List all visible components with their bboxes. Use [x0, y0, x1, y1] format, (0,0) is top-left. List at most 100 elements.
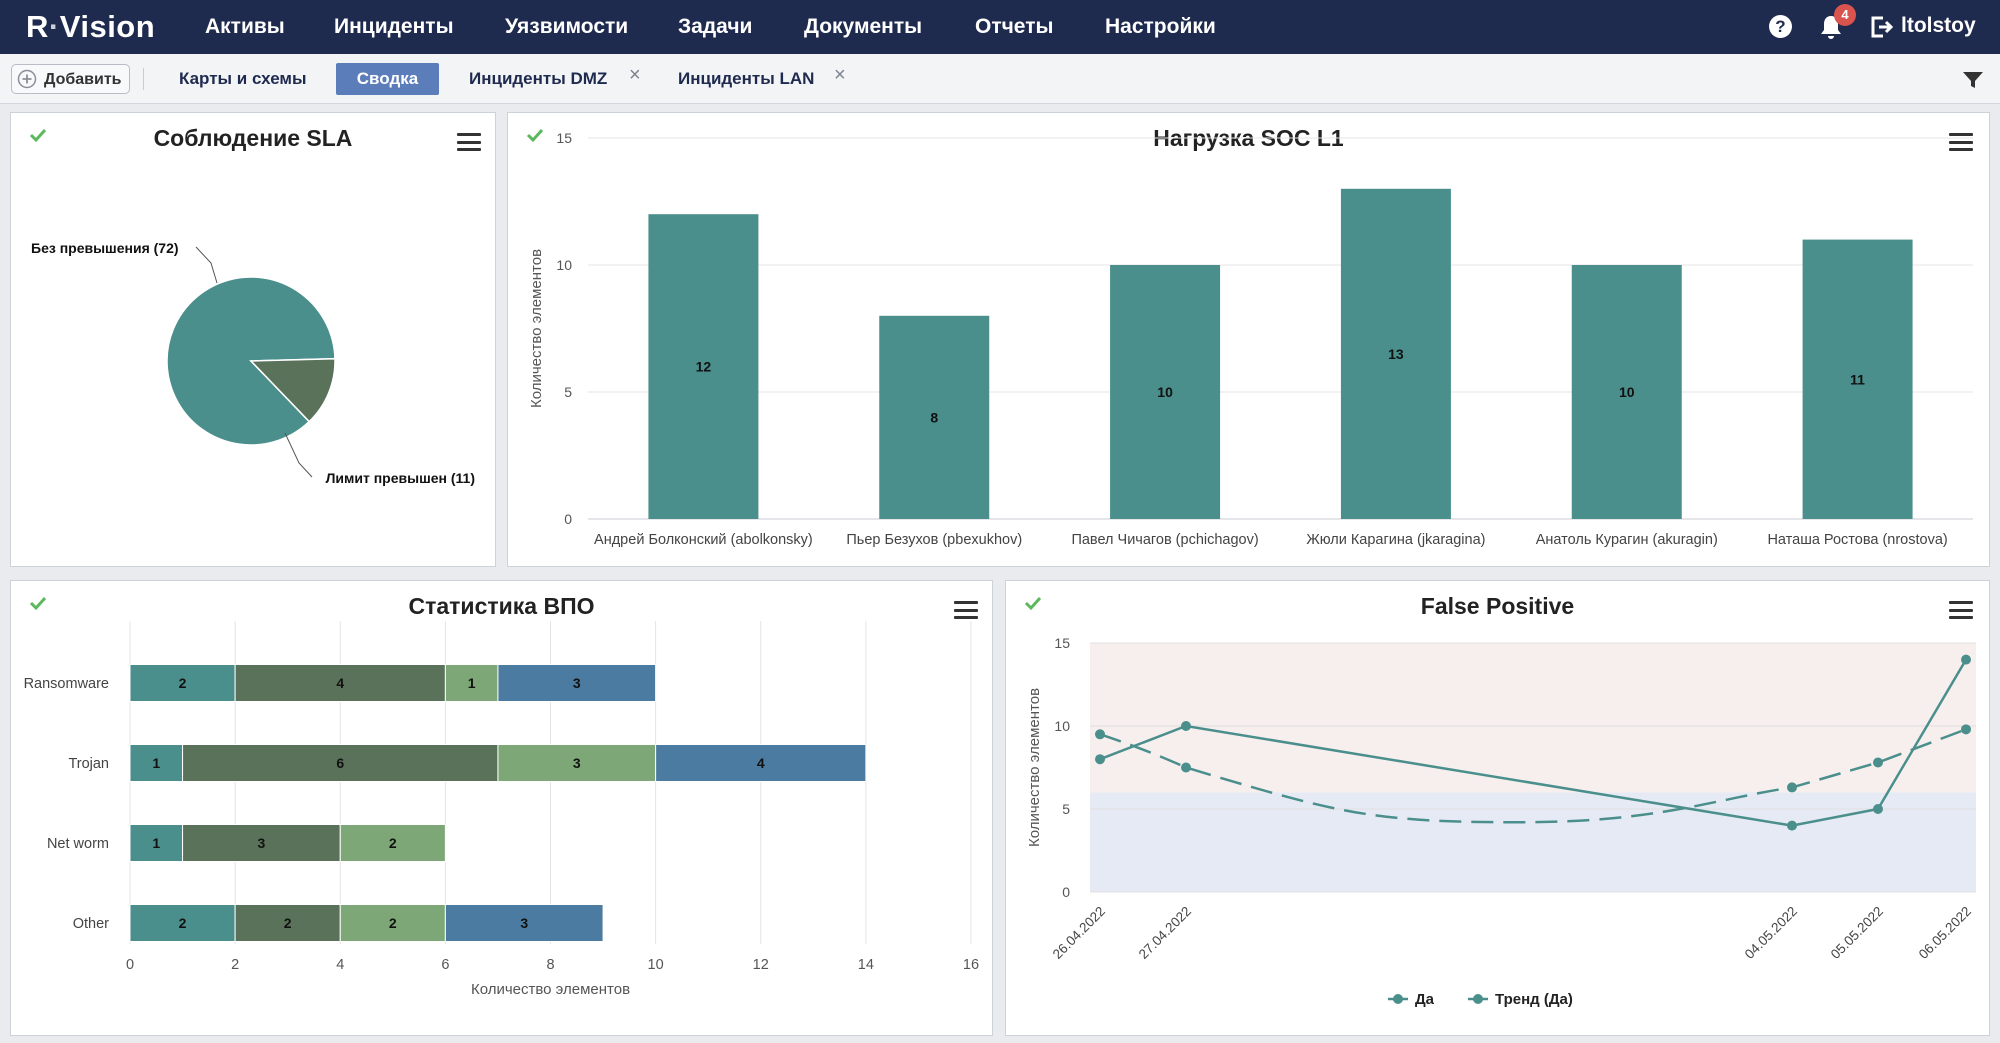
check-icon — [29, 128, 47, 143]
bar-value-label: 1 — [152, 755, 160, 771]
bar-value-label: 2 — [389, 915, 397, 931]
x-tick-label: Наташа Ростова (nrostova) — [1767, 532, 1947, 548]
bar-value-label: 1 — [468, 675, 476, 691]
bar-value-label: 13 — [1388, 346, 1404, 362]
nav-reports[interactable]: Отчеты — [975, 15, 1054, 38]
bar-value-label: 2 — [284, 915, 292, 931]
nav-incidents[interactable]: Инциденты — [334, 15, 454, 38]
tab-incidents-lan[interactable]: Инциденты LAN — [678, 69, 815, 88]
y-tick-label: Other — [73, 916, 109, 932]
sla-panel: Соблюдение SLA Без превышения (72) Лимит … — [10, 112, 496, 567]
y-axis-label: Количество элементов — [528, 249, 545, 408]
pie-connector — [195, 246, 218, 284]
nav-documents[interactable]: Документы — [804, 15, 923, 38]
nav-settings[interactable]: Настройки — [1105, 15, 1216, 38]
legend-label: Тренд (Да) — [1495, 991, 1573, 1008]
fp-title: False Positive — [1420, 593, 1575, 619]
pie-slice — [249, 357, 336, 423]
bar-value-label: 10 — [1619, 384, 1635, 400]
logout-icon[interactable] — [1869, 14, 1895, 40]
add-button[interactable]: Добавить — [11, 64, 130, 94]
top-navbar: R·Vision Активы Инциденты Уязвимости Зад… — [0, 0, 2000, 54]
y-tick-label: 10 — [556, 257, 572, 273]
y-tick-label: 0 — [1062, 884, 1070, 900]
y-tick-label: Trojan — [68, 756, 109, 772]
x-tick-label: 05.05.2022 — [1828, 904, 1886, 962]
y-tick-label: 0 — [564, 511, 572, 527]
check-icon — [29, 596, 47, 611]
pie-label: Лимит превышен (11) — [326, 470, 475, 486]
legend-marker — [1393, 994, 1403, 1004]
nav-tasks[interactable]: Задачи — [678, 15, 753, 38]
x-axis-label: Количество элементов — [471, 981, 630, 998]
sla-menu-icon[interactable] — [457, 133, 481, 151]
plus-circle-icon — [17, 69, 37, 89]
bar — [1802, 239, 1913, 519]
y-tick-label: 5 — [1062, 801, 1070, 817]
bar-value-label: 8 — [930, 409, 938, 425]
x-tick-label: Андрей Болконский (abolkonsky) — [594, 532, 813, 548]
x-tick-label: 6 — [441, 957, 449, 973]
soc-menu-icon[interactable] — [1949, 133, 1973, 151]
legend-label: Да — [1415, 991, 1435, 1008]
bar-segment — [129, 664, 236, 702]
fp-menu-icon[interactable] — [1949, 601, 1973, 619]
sla-pie-chart: Без превышения (72) Лимит превышен (11) — [31, 240, 475, 486]
bar-value-label: 3 — [573, 675, 581, 691]
bar — [1340, 188, 1451, 520]
bar-value-label: 6 — [336, 755, 344, 771]
tab-incidents-dmz[interactable]: Инциденты DMZ — [469, 69, 608, 88]
help-icon[interactable]: ? — [1769, 15, 1792, 38]
trend-point — [1873, 757, 1883, 768]
tab-divider — [143, 68, 144, 90]
bar-value-label: 3 — [573, 755, 581, 771]
bar-segment — [129, 744, 184, 782]
add-button-label: Добавить — [44, 71, 122, 88]
trend-point — [1787, 782, 1797, 793]
bar-segment — [655, 744, 867, 782]
pie-connector — [284, 432, 313, 478]
tab-summary[interactable]: Сводка — [336, 63, 439, 95]
tab-close-dmz-icon[interactable]: × — [629, 64, 641, 86]
plot-band — [1090, 643, 1976, 793]
bar-value-label: 1 — [152, 835, 160, 851]
x-tick-label: Жюли Карагина (jkaragina) — [1306, 532, 1485, 548]
fp-panel: False Positive 0 5 10 15 Количество элементо… — [1005, 580, 1990, 1036]
sla-title: Соблюдение SLA — [153, 125, 353, 151]
bar-value-label: 12 — [696, 359, 712, 375]
dashboard-tab-bar: Добавить Карты и схемы Сводка Инциденты … — [0, 54, 2000, 104]
x-tick-label: 14 — [858, 957, 874, 973]
series-point — [1095, 754, 1105, 765]
series-point — [1873, 804, 1883, 814]
nav-vulnerabilities[interactable]: Уязвимости — [505, 15, 629, 38]
x-tick-label: 8 — [546, 957, 554, 973]
x-tick-label: Пьер Безухов (pbexukhov) — [846, 532, 1022, 548]
x-tick-label: 10 — [648, 957, 664, 973]
bar-segment — [497, 664, 657, 702]
y-tick-label: 5 — [564, 384, 572, 400]
legend-marker — [1473, 994, 1483, 1004]
x-tick-label: 04.05.2022 — [1742, 904, 1800, 962]
bar — [1571, 265, 1682, 519]
pie-label: Без превышения (72) — [31, 240, 179, 256]
nav-assets[interactable]: Активы — [205, 15, 285, 38]
bar — [648, 214, 759, 519]
bar-segment — [339, 904, 446, 942]
series-point — [1787, 820, 1797, 831]
check-icon — [526, 128, 544, 143]
x-tick-label: Павел Чичагов (pchichagov) — [1071, 532, 1258, 548]
tab-close-lan-icon[interactable]: × — [834, 64, 846, 86]
user-name[interactable]: ltolstoy — [1901, 14, 1976, 37]
tab-maps[interactable]: Карты и схемы — [179, 69, 307, 88]
bar-segment — [339, 824, 446, 862]
filter-icon[interactable] — [1962, 70, 1984, 90]
vpo-panel: Статистика ВПО 0 2 4 6 8 10 12 14 16 Количество э… — [10, 580, 993, 1036]
plot-band — [1090, 792, 1976, 892]
vpo-menu-icon[interactable] — [954, 601, 978, 619]
y-tick-label: 15 — [556, 130, 572, 146]
app-logo[interactable]: R·Vision — [26, 9, 156, 44]
bar — [1110, 265, 1221, 519]
soc-bar-chart: 0 5 10 15 Количество элементов 12 Андрей Болко… — [528, 130, 1973, 548]
y-tick-label: 10 — [1054, 718, 1070, 734]
y-tick-label: Ransomware — [24, 676, 109, 692]
